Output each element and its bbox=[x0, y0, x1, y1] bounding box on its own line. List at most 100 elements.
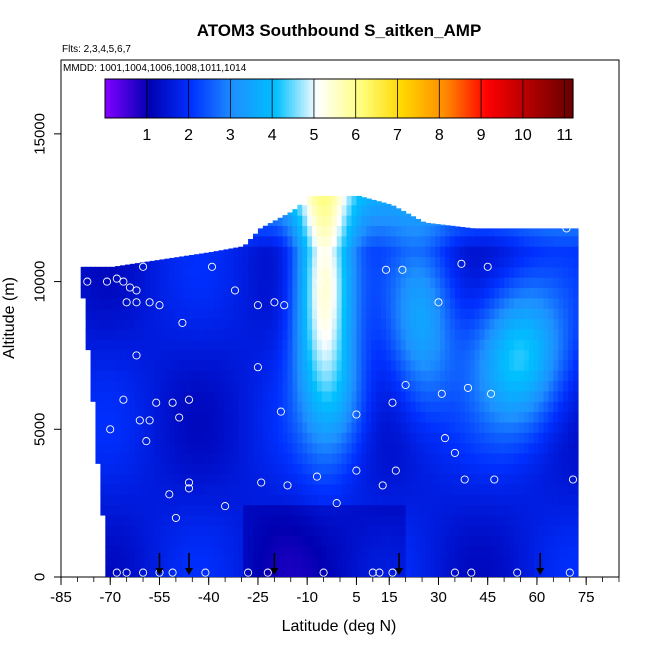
heat-cell bbox=[154, 339, 161, 351]
heat-cell bbox=[533, 287, 540, 299]
heat-cell bbox=[410, 266, 417, 278]
heat-cell bbox=[159, 463, 165, 475]
heat-cell bbox=[213, 545, 220, 557]
heat-cell bbox=[321, 483, 328, 495]
heat-cell bbox=[208, 411, 215, 423]
heat-cell bbox=[164, 339, 170, 351]
heat-cell bbox=[410, 421, 417, 433]
heat-cell bbox=[164, 258, 170, 268]
heat-cell bbox=[287, 215, 293, 227]
heat-cell bbox=[248, 390, 254, 402]
heat-cell bbox=[385, 494, 392, 506]
heat-cell bbox=[410, 483, 417, 495]
heat-cell bbox=[95, 287, 101, 299]
heat-cell bbox=[361, 473, 367, 485]
heat-cell bbox=[435, 411, 441, 423]
heat-cell bbox=[528, 228, 535, 237]
heat-cell bbox=[479, 452, 486, 464]
heat-cell bbox=[154, 545, 161, 557]
heat-cell bbox=[139, 473, 146, 485]
heat-cell bbox=[317, 277, 323, 289]
heat-cell bbox=[213, 514, 220, 526]
heat-cell bbox=[523, 308, 530, 320]
heat-cell bbox=[164, 318, 170, 330]
heat-cell bbox=[376, 566, 382, 577]
colorbar-segment bbox=[268, 79, 273, 118]
heat-cell bbox=[513, 256, 520, 268]
heat-cell bbox=[189, 277, 195, 289]
heat-cell bbox=[494, 228, 500, 237]
heat-cell bbox=[548, 380, 554, 392]
heat-cell bbox=[504, 339, 510, 351]
heat-cell bbox=[331, 473, 338, 485]
heat-cell bbox=[277, 277, 284, 289]
heat-cell bbox=[139, 504, 146, 516]
heat-cell bbox=[139, 452, 146, 464]
heat-cell bbox=[405, 411, 412, 423]
heat-cell bbox=[563, 463, 569, 475]
heat-cell bbox=[504, 463, 510, 475]
heat-cell bbox=[553, 504, 559, 516]
heat-cell bbox=[287, 287, 293, 299]
colorbar-segment bbox=[306, 79, 311, 118]
heat-cell bbox=[253, 246, 259, 258]
heat-cell bbox=[120, 504, 126, 516]
heat-cell bbox=[420, 473, 426, 485]
heat-cell bbox=[568, 566, 574, 577]
heat-cell bbox=[381, 442, 387, 454]
heat-cell bbox=[115, 421, 121, 433]
heat-cell bbox=[509, 266, 515, 278]
heat-cell bbox=[115, 432, 121, 444]
heat-cell bbox=[533, 452, 540, 464]
heat-cell bbox=[469, 535, 476, 547]
heat-cell bbox=[445, 556, 451, 568]
heat-cell bbox=[361, 370, 367, 382]
heat-cell bbox=[435, 483, 441, 495]
heat-cell bbox=[518, 318, 525, 330]
heat-cell bbox=[346, 277, 353, 289]
heat-cell bbox=[321, 380, 328, 392]
heat-cell bbox=[302, 514, 308, 526]
heat-cell bbox=[336, 370, 343, 382]
heat-cell bbox=[381, 545, 387, 557]
heat-cell bbox=[208, 370, 215, 382]
heat-cell bbox=[312, 246, 318, 258]
heat-cell bbox=[149, 339, 156, 351]
heat-cell bbox=[321, 514, 328, 526]
heat-cell bbox=[341, 266, 348, 278]
heat-cell bbox=[533, 339, 540, 351]
heat-cell bbox=[474, 349, 481, 361]
heat-cell bbox=[292, 359, 298, 371]
heat-cell bbox=[297, 390, 303, 402]
heat-cell bbox=[361, 225, 367, 237]
heat-cell bbox=[287, 494, 293, 506]
heat-cell bbox=[390, 463, 397, 475]
heat-cell bbox=[454, 421, 461, 433]
heat-cell bbox=[267, 545, 274, 557]
heat-cell bbox=[302, 225, 308, 237]
heat-cell bbox=[282, 452, 289, 464]
heat-cell bbox=[144, 308, 151, 320]
colorbar-segment bbox=[207, 79, 211, 118]
heat-cell bbox=[341, 545, 348, 557]
heat-cell bbox=[573, 390, 579, 402]
heat-cell bbox=[302, 432, 308, 444]
heat-cell bbox=[257, 370, 264, 382]
heat-cell bbox=[528, 411, 535, 423]
heat-cell bbox=[144, 318, 151, 330]
heat-cell bbox=[257, 256, 264, 268]
heat-cell bbox=[376, 359, 382, 371]
heat-cell bbox=[174, 328, 180, 340]
heat-cell bbox=[228, 473, 234, 485]
heat-cell bbox=[159, 287, 165, 299]
heat-cell bbox=[538, 463, 545, 475]
heat-cell bbox=[474, 297, 481, 309]
heat-cell bbox=[543, 277, 550, 289]
heat-cell bbox=[223, 535, 229, 547]
heat-cell bbox=[287, 297, 293, 309]
heat-cell bbox=[553, 339, 559, 351]
heat-cell bbox=[518, 483, 525, 495]
heat-cell bbox=[317, 411, 323, 423]
heat-cell bbox=[410, 359, 417, 371]
heat-cell bbox=[538, 235, 545, 247]
